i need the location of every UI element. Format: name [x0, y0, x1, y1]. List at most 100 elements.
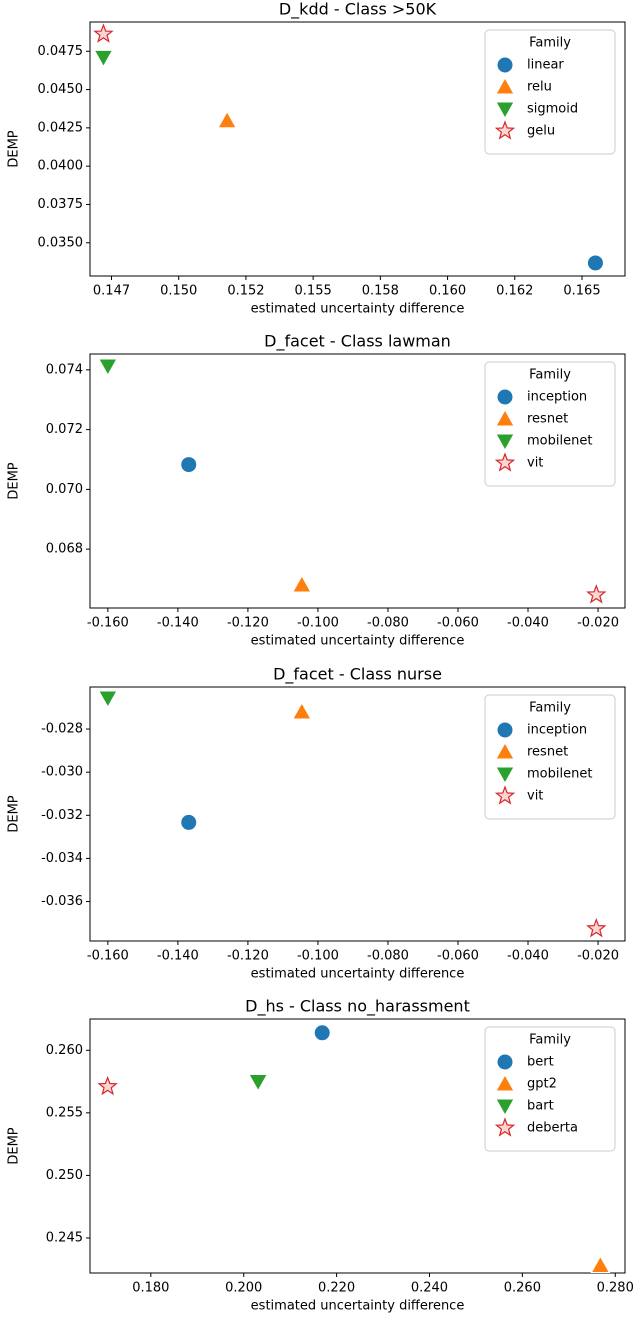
legend-label: relu	[527, 80, 552, 95]
y-tick-label: 0.255	[46, 1105, 83, 1120]
legend-label: vit	[527, 789, 543, 804]
chart-title: D_facet - Class nurse	[273, 665, 442, 685]
legend-label: gpt2	[527, 1077, 557, 1092]
marker	[93, 23, 114, 43]
legend-box	[484, 1026, 616, 1152]
marker	[97, 1075, 118, 1096]
x-tick-label: -0.160	[87, 949, 129, 964]
marker	[248, 1074, 268, 1092]
marker	[291, 574, 312, 593]
x-tick-label: 0.260	[504, 1281, 541, 1296]
x-tick-label: -0.080	[367, 949, 409, 964]
legend-box	[484, 29, 616, 155]
x-tick-label: -0.100	[297, 949, 339, 964]
x-tick-label: 0.180	[132, 1281, 169, 1296]
marker	[98, 690, 118, 709]
marker	[586, 584, 607, 604]
legend: Family inception resnet mobilenet vit	[484, 361, 616, 487]
y-tick-label: 0.260	[46, 1043, 83, 1058]
chart-title: D_facet - Class lawman	[264, 332, 451, 352]
legend-label: gelu	[527, 124, 555, 139]
legend-label: vit	[527, 456, 543, 471]
x-tick-label: -0.140	[157, 616, 199, 631]
legend-label: inception	[527, 390, 587, 405]
marker	[495, 741, 515, 760]
marker	[495, 1098, 515, 1117]
legend: Family inception resnet mobilenet vit	[484, 694, 616, 820]
x-tick-label: -0.140	[157, 949, 199, 964]
y-axis-label: DEMP	[7, 1127, 22, 1164]
y-tick-label: 0.245	[46, 1230, 83, 1245]
legend-title: Family	[529, 368, 571, 383]
y-tick-label: 0.072	[46, 422, 83, 437]
legend-label: mobilenet	[527, 434, 592, 449]
legend-label: sigmoid	[527, 102, 578, 117]
y-tick-label: 0.0475	[38, 44, 84, 59]
marker	[291, 701, 312, 720]
marker	[494, 120, 516, 140]
x-tick-label: 0.150	[160, 284, 197, 299]
legend-label: deberta	[527, 1121, 578, 1136]
y-tick-label: -0.030	[41, 765, 83, 780]
marker	[180, 456, 198, 474]
y-tick-label: 0.0375	[38, 197, 84, 212]
marker	[496, 388, 514, 406]
plot-area	[89, 353, 626, 609]
marker	[495, 1073, 515, 1092]
marker	[496, 56, 514, 74]
x-tick-label: 0.220	[318, 1281, 355, 1296]
x-tick-label: -0.040	[507, 949, 549, 964]
marker	[495, 76, 515, 95]
x-tick-label: -0.020	[577, 616, 619, 631]
x-tick-label: -0.060	[437, 616, 479, 631]
x-tick-label: 0.158	[362, 284, 399, 299]
x-tick-label: -0.120	[227, 616, 269, 631]
y-tick-label: 0.250	[46, 1168, 83, 1183]
plot-area	[89, 21, 626, 277]
y-tick-label: 0.070	[46, 482, 83, 497]
legend: Family linear relu sigmoid gelu	[484, 29, 616, 155]
x-axis-label: estimated uncertainty difference	[251, 967, 465, 982]
x-tick-label: -0.080	[367, 616, 409, 631]
legend-label: resnet	[527, 745, 568, 760]
marker	[496, 721, 514, 739]
x-tick-label: 0.155	[295, 284, 332, 299]
x-axis-label: estimated uncertainty difference	[251, 1299, 465, 1314]
plot-area	[89, 686, 626, 942]
x-tick-label: 0.200	[225, 1281, 262, 1296]
y-tick-label: -0.028	[41, 722, 83, 737]
marker	[98, 358, 118, 376]
y-axis-label: DEMP	[7, 795, 22, 832]
legend-title: Family	[529, 1033, 571, 1048]
legend-title: Family	[529, 36, 571, 51]
plot-area	[89, 1018, 626, 1274]
legend: Family bert gpt2 bart deberta	[484, 1026, 616, 1152]
legend-label: inception	[527, 723, 587, 738]
legend-box	[484, 361, 616, 487]
marker	[590, 1255, 611, 1273]
marker	[495, 433, 515, 452]
marker	[586, 917, 607, 938]
legend-label: resnet	[527, 412, 568, 427]
y-tick-label: 0.068	[46, 542, 83, 557]
x-tick-label: -0.060	[437, 949, 479, 964]
y-axis-label: DEMP	[7, 462, 22, 499]
marker	[586, 254, 604, 272]
y-tick-label: 0.0350	[38, 235, 84, 250]
x-tick-label: 0.280	[597, 1281, 634, 1296]
x-tick-label: 0.165	[563, 284, 600, 299]
x-tick-label: 0.152	[227, 284, 264, 299]
marker	[93, 49, 114, 68]
chart-title: D_kdd - Class >50K	[279, 0, 437, 20]
y-tick-label: 0.074	[46, 362, 83, 377]
y-tick-label: 0.0450	[38, 82, 84, 97]
marker	[494, 452, 516, 472]
legend-title: Family	[529, 701, 571, 716]
x-axis-label: estimated uncertainty difference	[251, 634, 465, 649]
x-tick-label: -0.160	[87, 616, 129, 631]
y-axis-label: DEMP	[7, 130, 22, 167]
legend-label: bart	[527, 1099, 554, 1114]
marker	[496, 1053, 514, 1071]
marker	[217, 110, 237, 129]
marker	[313, 1024, 331, 1042]
